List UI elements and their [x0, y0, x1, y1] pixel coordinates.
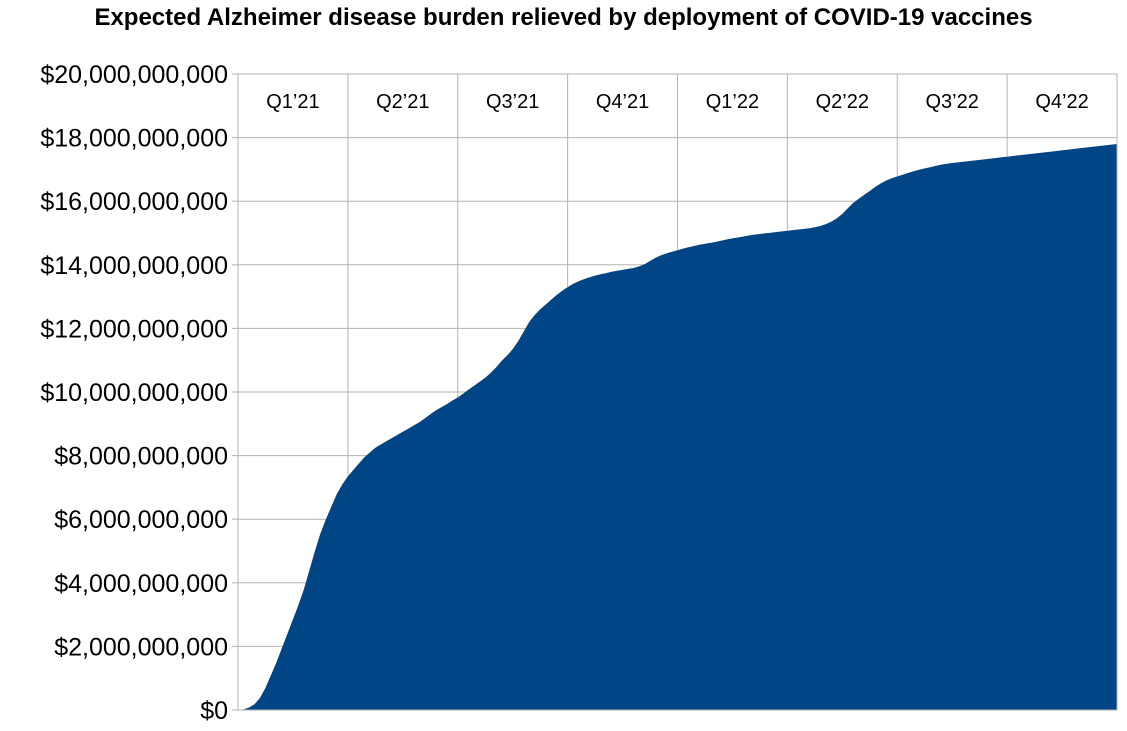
quarter-labels: Q1’21 Q2’21 Q3’21 Q4’21 Q1’22 Q2’22 Q3’22 Q4’22 [266, 91, 1089, 113]
y-axis-ticks: $0 $2,000,000,000 $4,000,000,000 $6,000,000… [40, 61, 238, 725]
quarter-label: Q3’22 [926, 91, 979, 113]
y-tick-label: $18,000,000,000 [40, 125, 228, 153]
chart-title: Expected Alzheimer disease burden reliev… [94, 4, 1033, 31]
y-tick-label: $6,000,000,000 [54, 506, 228, 534]
quarter-dividers [347, 74, 1008, 477]
y-tick-label: $8,000,000,000 [54, 443, 228, 471]
y-tick-label: $2,000,000,000 [54, 633, 228, 661]
area-fill [238, 144, 1117, 710]
y-tick-label: $16,000,000,000 [40, 188, 228, 216]
y-tick-label: $10,000,000,000 [40, 379, 228, 407]
y-tick-label: $0 [200, 697, 228, 725]
quarter-label: Q2’22 [816, 91, 869, 113]
quarter-label: Q3’21 [486, 91, 539, 113]
y-tick-label: $12,000,000,000 [40, 315, 228, 343]
y-tick-label: $4,000,000,000 [54, 570, 228, 598]
quarter-label: Q1’22 [706, 91, 759, 113]
quarter-label: Q4’22 [1035, 91, 1088, 113]
plot-border [237, 73, 1118, 711]
area-series [238, 144, 1117, 710]
y-tick-label: $20,000,000,000 [40, 61, 228, 89]
plot-frame [237, 73, 1118, 711]
y-tick-label: $14,000,000,000 [40, 252, 228, 280]
quarter-label: Q1’21 [266, 91, 319, 113]
quarter-label: Q2’21 [376, 91, 429, 113]
quarter-label: Q4’21 [596, 91, 649, 113]
